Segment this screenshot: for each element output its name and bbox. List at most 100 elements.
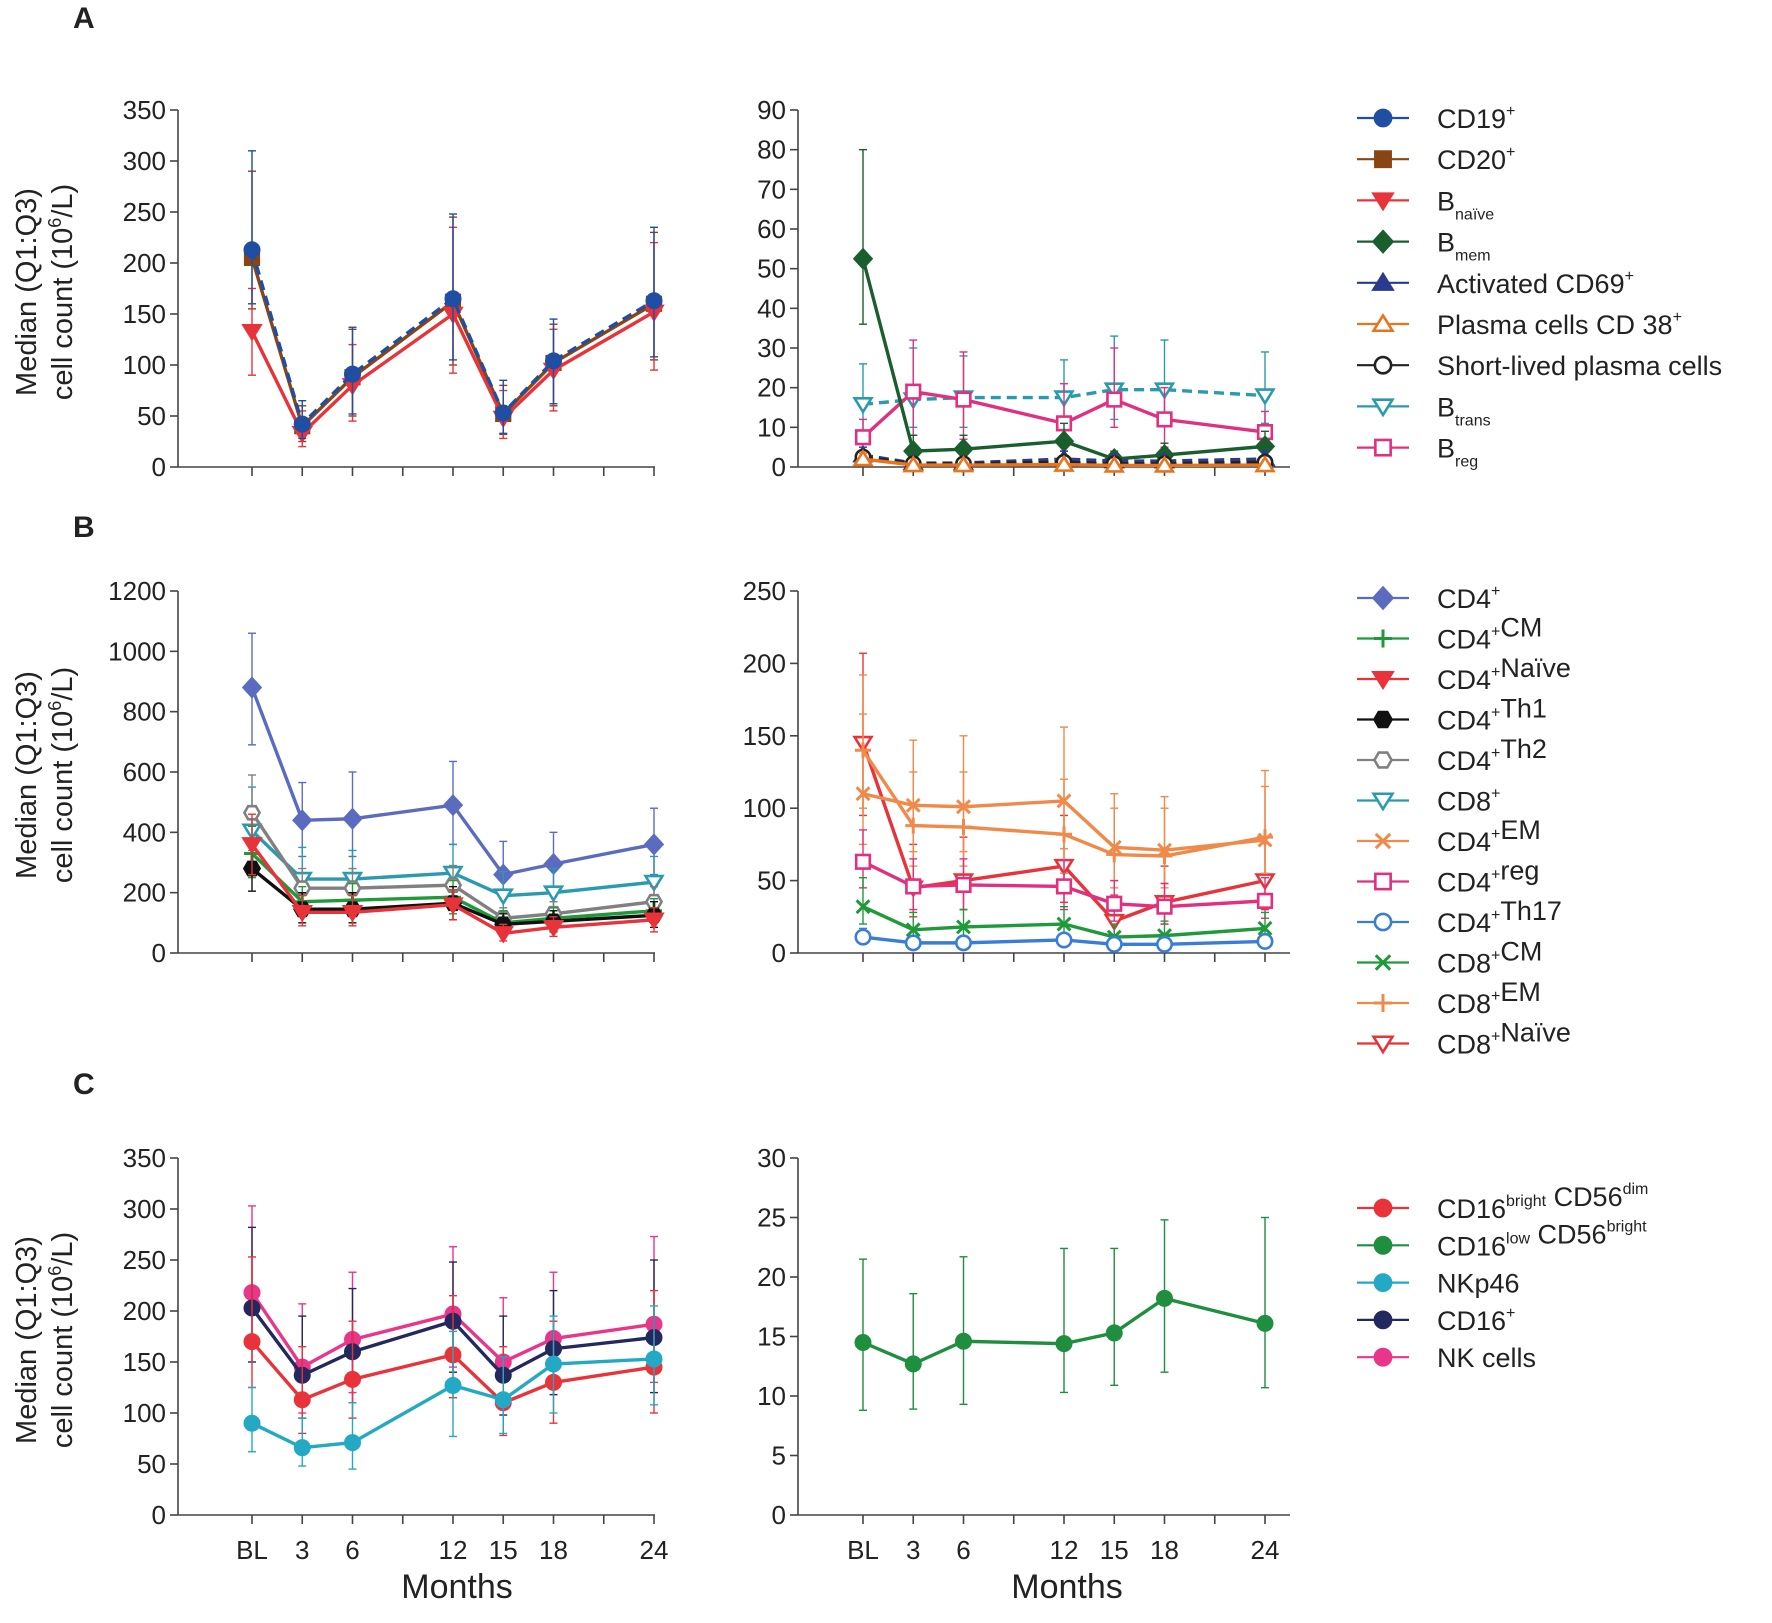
y-axis-title-0: Median (Q1:Q3) cell count (106/L) [11, 184, 79, 400]
legend-label: CD16low CD56bright [1437, 1218, 1647, 1261]
data-point [444, 1376, 462, 1394]
legend-item-nk-cells: NK cells [1357, 1343, 1536, 1373]
charts-layer: Median (Q1:Q3) cell count (106/L) Median (… [11, 95, 1290, 1606]
legend-label: CD4+Th17 [1437, 896, 1562, 938]
legend-marker [1373, 1273, 1393, 1293]
data-point [954, 1332, 972, 1350]
data-point [1105, 935, 1123, 953]
data-point [905, 383, 922, 400]
data-point [643, 912, 665, 930]
series-cd4-em [855, 713, 1273, 885]
series-cd4 [241, 632, 665, 900]
legend-item-cd4-th17: CD4+Th17 [1357, 896, 1562, 938]
legend-label: CD8+ [1437, 786, 1500, 817]
legend-label: Btrans [1437, 392, 1491, 429]
data-point [956, 919, 971, 935]
series-plasma-cells-cd-38 [852, 448, 1276, 473]
x-tick-label: 24 [640, 1535, 669, 1565]
data-point [952, 454, 975, 473]
data-point [1153, 455, 1176, 473]
legend-label: NK cells [1437, 1343, 1536, 1373]
series-cd16low-cd56bright [854, 1216, 1274, 1411]
y-tick-label: 100 [123, 350, 166, 380]
y-tick-label: 50 [137, 1449, 166, 1479]
chart-C-left: 0 50 100 150 200 250 300 350 BL 3 6 12 15 18 24 Months [123, 1143, 669, 1606]
data-point [855, 899, 871, 915]
data-point [1106, 895, 1123, 912]
data-point [342, 807, 363, 830]
legend-marker [1374, 438, 1392, 457]
legend-marker [1374, 629, 1392, 648]
data-point [1156, 935, 1174, 953]
data-point [854, 429, 872, 446]
y-tick-label: 25 [757, 1203, 786, 1233]
data-point [242, 804, 262, 821]
legend-label: CD4+EM [1437, 815, 1541, 857]
legend-label: NKp46 [1437, 1269, 1520, 1299]
legend-item-cd16-low-cd56: CD16low CD56bright [1357, 1218, 1647, 1261]
legend-item-b-trans: Btrans [1357, 392, 1491, 429]
data-point [241, 676, 263, 699]
legend-marker [1373, 1198, 1393, 1218]
y-tick-label: 0 [772, 938, 786, 968]
y-tick-label: 150 [743, 721, 786, 751]
legend-label: CD20+ [1437, 144, 1515, 175]
chart-C-right: 0 5 10 15 20 25 30 BL 3 6 12 15 18 24 Months [757, 1143, 1290, 1606]
data-point [492, 888, 514, 906]
legend-marker [1373, 355, 1393, 375]
x-tick-label: 6 [956, 1535, 970, 1565]
data-point [852, 397, 874, 415]
legend-item-cd16-bright-cd56: CD16bright CD56dim [1357, 1181, 1648, 1224]
y-tick-label: 1000 [108, 636, 166, 666]
data-point [293, 1439, 311, 1457]
data-point [241, 324, 263, 342]
y-tick-label: 0 [772, 1500, 786, 1530]
x-tick-label: 15 [1100, 1535, 1129, 1565]
legend-marker [1374, 872, 1392, 891]
data-point [1157, 842, 1172, 858]
data-point [542, 920, 565, 938]
legend-marker [1371, 398, 1395, 418]
y-tick-label: 800 [123, 697, 166, 727]
y-tick-label: 10 [757, 412, 786, 442]
legend-label: CD8+Naïve [1437, 1018, 1571, 1060]
legend-marker [1371, 585, 1395, 611]
y-tick-label: 400 [123, 817, 166, 847]
y-tick-label: 600 [123, 757, 166, 787]
legend-item-cd4: CD4+ [1357, 583, 1500, 614]
y-tick-label: 10 [757, 1381, 786, 1411]
x-tick-label: 3 [906, 1535, 920, 1565]
legend-marker [1374, 954, 1392, 971]
x-axis-title: Months [1011, 1568, 1123, 1606]
series-cd4-reg [854, 829, 1274, 925]
data-point [1105, 1324, 1123, 1342]
legend-item-cd4-th1: CD4+Th1 [1357, 694, 1547, 736]
y-tick-label: 30 [757, 1143, 786, 1173]
legend-label: CD4+Th2 [1437, 734, 1547, 776]
y-axis-title-1: Median (Q1:Q3) cell count (106/L) [11, 667, 79, 883]
legend-item-cd8-cm: CD8+CM [1357, 937, 1542, 979]
y-tick-label: 250 [743, 576, 786, 606]
x-tick-label: 6 [345, 1535, 359, 1565]
y-tick-label: 80 [757, 135, 786, 165]
legend-label: CD4+Naïve [1437, 653, 1571, 695]
y-tick-label: 0 [152, 938, 166, 968]
data-point [1106, 839, 1122, 855]
x-tick-label: 18 [539, 1535, 568, 1565]
data-point [1055, 878, 1073, 895]
legend-item-activated-cd69: Activated CD69+ [1357, 268, 1634, 299]
y-tick-label: 200 [743, 648, 786, 678]
legend-marker [1371, 229, 1395, 254]
legend-item-b-na-ve: Bnaïve [1357, 186, 1494, 223]
data-point [1055, 931, 1073, 949]
x-tick-label: 3 [295, 1535, 309, 1565]
legend-label: Breg [1437, 434, 1478, 471]
data-point [1257, 920, 1273, 936]
legend-item-cd4-reg: CD4+reg [1357, 856, 1539, 898]
legend-label: CD8+CM [1437, 937, 1542, 979]
data-point [343, 1434, 361, 1452]
y-tick-label: 5 [772, 1441, 786, 1471]
data-point [905, 878, 922, 895]
data-point [902, 454, 924, 473]
y-tick-label: 50 [757, 866, 786, 896]
